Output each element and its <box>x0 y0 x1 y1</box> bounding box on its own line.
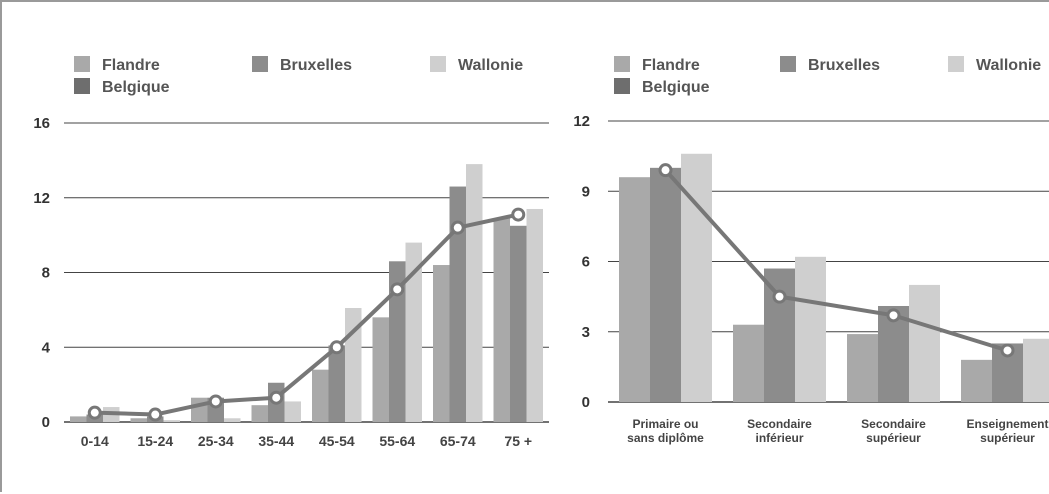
bar-flandre-5 <box>312 369 329 422</box>
bar-bruxelles-7 <box>449 186 466 422</box>
y-tick-label-12: 12 <box>573 113 590 130</box>
legend-label-flandre: Flandre <box>642 57 700 74</box>
legend-label-bruxelles: Bruxelles <box>280 57 352 74</box>
legend-item-flandre: Flandre <box>614 56 700 74</box>
legend-swatch-bruxelles <box>252 56 268 72</box>
legend-label-wallonie: Wallonie <box>976 57 1041 74</box>
bar-wallonie-7 <box>466 164 483 423</box>
bar-wallonie-2 <box>163 420 180 422</box>
point-belgique-5 <box>329 340 344 355</box>
bar-bruxelles-2 <box>764 268 795 402</box>
bar-flandre-2 <box>130 418 147 422</box>
line-belgique <box>94 212 519 417</box>
legend-swatch-wallonie <box>948 56 964 72</box>
bar-flandre-3 <box>191 397 208 422</box>
point-belgique-6 <box>390 282 405 297</box>
x-tick-label-8: 75 + <box>504 433 532 449</box>
y-tick-label-12: 12 <box>33 190 50 207</box>
y-tick-label-16: 16 <box>33 115 50 132</box>
bar-flandre-8 <box>493 218 510 422</box>
x-tick-label-4: Enseignement supérieur <box>966 417 1048 445</box>
bar-flandre-1 <box>619 177 650 402</box>
legend-swatch-wallonie <box>430 56 446 72</box>
x-tick-label-2: Secondaire inférieur <box>747 417 812 445</box>
y-tick-label-0: 0 <box>582 394 590 411</box>
bar-flandre-7 <box>433 265 450 422</box>
bar-bruxelles-6 <box>389 261 406 422</box>
bar-wallonie-3 <box>224 418 241 422</box>
bar-flandre-4 <box>251 405 268 422</box>
bar-wallonie-8 <box>526 208 543 422</box>
x-tick-label-2: 15-24 <box>137 433 173 449</box>
chart-1: Flandre Bruxelles Wallonie Belgique 0 4 8 12 16 0… <box>33 56 549 449</box>
bar-flandre-2 <box>733 324 764 402</box>
legend-swatch-bruxelles <box>780 56 796 72</box>
legend-label-bruxelles: Bruxelles <box>808 57 880 74</box>
legend-swatch-belgique <box>614 78 630 94</box>
point-belgique-8 <box>511 207 526 222</box>
x-tick-label-3: 25-34 <box>198 433 234 449</box>
legend-item-bruxelles: Bruxelles <box>252 56 352 74</box>
bar-wallonie-4 <box>284 401 301 422</box>
y-tick-label-3: 3 <box>582 324 590 341</box>
legend-swatch-belgique <box>74 78 90 94</box>
legend-item-wallonie: Wallonie <box>948 56 1041 74</box>
legend-swatch-flandre <box>614 56 630 72</box>
bar-flandre-4 <box>961 359 992 402</box>
legend-item-belgique: Belgique <box>74 78 170 96</box>
y-tick-label-8: 8 <box>42 265 50 282</box>
point-belgique-2 <box>772 289 787 304</box>
bar-bruxelles-8 <box>510 225 527 422</box>
x-tick-label-4: 35-44 <box>258 433 294 449</box>
bar-bruxelles-1 <box>650 167 681 402</box>
chart-2: Flandre Bruxelles Wallonie Belgique 0 3 6 9 12 Pr… <box>573 56 1049 445</box>
legend-label-flandre: Flandre <box>102 57 160 74</box>
bar-flandre-1 <box>70 416 87 422</box>
x-tick-label-1: 0-14 <box>81 433 109 449</box>
legend-item-belgique: Belgique <box>614 78 710 96</box>
point-belgique-4 <box>1000 343 1015 358</box>
x-tick-label-1: Primaire ou sans diplôme <box>627 417 704 445</box>
y-tick-label-6: 6 <box>582 254 590 271</box>
point-belgique-1 <box>87 405 102 420</box>
legend-swatch-flandre <box>74 56 90 72</box>
y-tick-label-9: 9 <box>582 183 590 200</box>
legend-item-wallonie: Wallonie <box>430 56 523 74</box>
bar-flandre-3 <box>847 334 878 402</box>
point-belgique-2 <box>148 407 163 422</box>
point-belgique-1 <box>658 163 673 178</box>
bar-flandre-6 <box>372 317 389 422</box>
legend-label-belgique: Belgique <box>642 79 710 96</box>
bar-wallonie-6 <box>405 242 422 422</box>
y-tick-label-0: 0 <box>42 414 50 431</box>
bar-bruxelles-5 <box>328 345 345 422</box>
point-belgique-3 <box>208 394 223 409</box>
bar-wallonie-2 <box>795 256 826 402</box>
bar-wallonie-3 <box>909 284 940 402</box>
x-tick-label-5: 45-54 <box>319 433 355 449</box>
legend-label-belgique: Belgique <box>102 79 170 96</box>
bar-wallonie-4 <box>1023 338 1049 402</box>
point-belgique-4 <box>269 390 284 405</box>
legend-item-bruxelles: Bruxelles <box>780 56 880 74</box>
x-tick-label-3: Secondaire supérieur <box>861 417 926 445</box>
point-belgique-7 <box>450 220 465 235</box>
x-tick-label-7: 65-74 <box>440 433 476 449</box>
legend-item-flandre: Flandre <box>74 56 160 74</box>
point-belgique-3 <box>886 308 901 323</box>
legend-label-wallonie: Wallonie <box>458 57 523 74</box>
x-tick-label-6: 55-64 <box>379 433 415 449</box>
line-belgique <box>664 168 1009 353</box>
y-tick-label-4: 4 <box>42 339 51 356</box>
